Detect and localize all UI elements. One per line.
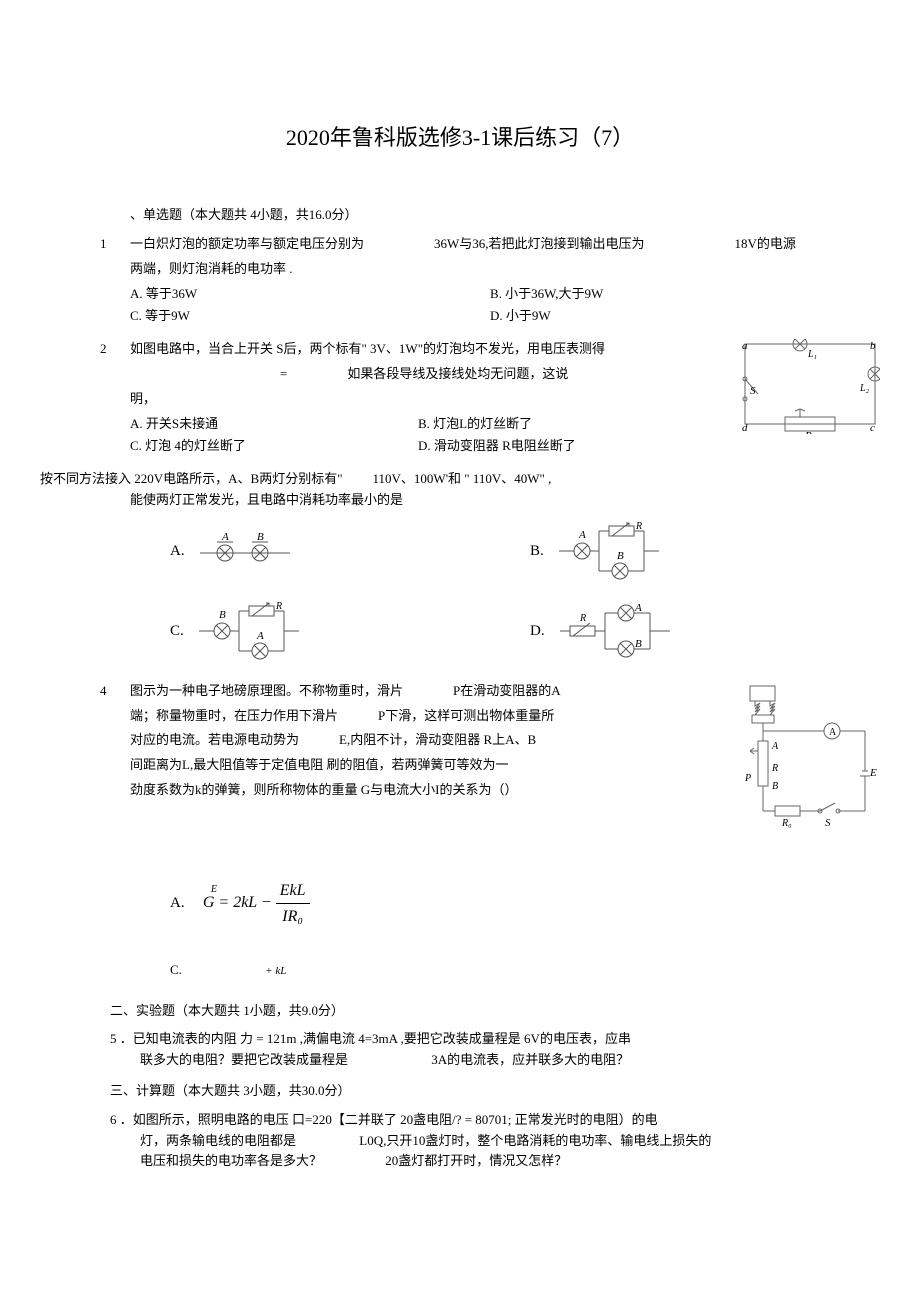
- q3-diagram-d: R A B: [555, 601, 675, 661]
- q4-l1a: 图示为一种电子地磅原理图。不称物重时，滑片: [130, 683, 403, 698]
- q4-opta-label: A.: [170, 895, 185, 911]
- svg-text:B: B: [772, 781, 778, 792]
- q3-line1a: 按不同方法接入 220V电路所示，A、B两灯分别标有": [40, 471, 343, 486]
- svg-text:A: A: [256, 630, 264, 642]
- svg-text:c: c: [870, 422, 875, 434]
- q4-optc-text: + kL: [265, 965, 286, 977]
- q2-option-b: B. 灯泡L的灯丝断了: [418, 414, 706, 435]
- section-3-header: 三、计算题（本大题共 3小题，共30.0分）: [110, 1081, 880, 1102]
- svg-text:A: A: [221, 531, 229, 543]
- q2-option-c: C. 灯泡 4的灯丝断了: [130, 436, 418, 457]
- svg-text:A: A: [634, 602, 642, 614]
- page-title: 2020年鲁科版选修3-1课后练习（7）: [40, 120, 880, 155]
- question-number: 1: [40, 234, 130, 255]
- svg-text:S: S: [825, 817, 831, 829]
- q3-optd-label: D.: [530, 619, 545, 643]
- svg-text:E: E: [869, 767, 877, 779]
- q4-l3b: E,内阻不计，滑动变阻器 R上A、B: [339, 732, 536, 747]
- svg-text:b: b: [870, 340, 876, 352]
- q6-line1: ．如图所示，照明电路的电压 口=220【二并联了 20盏电阻/? = 80701…: [120, 1112, 658, 1127]
- q2-line2: 如果各段导线及接线处均无问题，这说: [347, 366, 568, 381]
- q2-option-d: D. 滑动变阻器 R电阻丝断了: [418, 436, 706, 457]
- q2-line3: 明，: [130, 389, 730, 410]
- q4-l2b: P下滑，这样可测出物体重量所: [378, 708, 554, 723]
- q3-option-a: A. A B: [130, 521, 490, 581]
- svg-text:P: P: [744, 773, 751, 784]
- svg-text:B: B: [617, 550, 624, 562]
- q6-line3b: 20盏灯都打开时，情况又怎样？: [385, 1153, 567, 1168]
- q1-text-p3: 18V的电源: [735, 234, 796, 255]
- question-2: 2 如图电路中，当合上开关 S后，两个标有" 3V、1W"的灯泡均不发光，用电压…: [40, 339, 880, 459]
- svg-text:R: R: [275, 601, 282, 612]
- q6-line2a: 灯，两条输电线的电阻都是: [140, 1133, 296, 1148]
- svg-text:R: R: [579, 613, 586, 624]
- svg-text:A: A: [829, 727, 837, 738]
- question-1: 1 一白炽灯泡的额定功率与额定电压分别为 36W与36,若把此灯泡接到输出电压为…: [40, 234, 880, 329]
- q1-option-a: A. 等于36W: [130, 284, 490, 305]
- q3-diagram-c: B R A: [194, 601, 304, 661]
- svg-text:R: R: [804, 430, 812, 434]
- question-number: 2: [40, 339, 130, 360]
- q5-line2b: 3A的电流表，应并联多大的电阻？: [431, 1052, 629, 1067]
- q4-option-c: C. + kL: [170, 960, 880, 981]
- q4-l4: 间距离为L,最大阻值等于定值电阻 刷的阻值，若两弹簧可等效为一: [130, 755, 730, 776]
- q6-line3a: 电压和损失的电功率各是多大？: [140, 1153, 322, 1168]
- q3-diagram-b: A R B: [554, 521, 664, 581]
- q4-circuit-diagram: A R B P R₀ S E A: [740, 681, 880, 848]
- q1-text-p2: 36W与36,若把此灯泡接到输出电压为: [434, 234, 645, 255]
- q3-option-b: B. A R B: [490, 521, 850, 581]
- q6-line2b: L0Q,只开10盏灯时，整个电路消耗的电功率、输电线上损失的: [359, 1133, 711, 1148]
- q5-line2a: 联多大的电阻？要把它改装成量程是: [140, 1052, 348, 1067]
- svg-text:R: R: [771, 763, 778, 774]
- q3-opta-label: A.: [170, 539, 185, 563]
- svg-text:L₁: L₁: [807, 349, 817, 360]
- q4-optc-label: C.: [170, 962, 182, 977]
- q2-circuit-diagram: a b c d L₁ L₂ S R: [740, 339, 880, 459]
- svg-text:S: S: [750, 385, 756, 397]
- q4-l2a: 端；称量物重时，在压力作用下滑片: [130, 708, 338, 723]
- q1-text-p1: 一白炽灯泡的额定功率与额定电压分别为: [130, 234, 364, 255]
- q3-line2: 能使两灯正常发光，且电路中消耗功率最小的是: [130, 490, 880, 511]
- q4-l3a: 对应的电流。若电源电动势为: [130, 732, 299, 747]
- svg-text:d: d: [742, 422, 748, 434]
- svg-text:L₂: L₂: [859, 383, 870, 394]
- q3-optc-label: C.: [170, 619, 184, 643]
- question-5: 5 ．已知电流表的内阻 力 = 121m ,满偏电流 4=3mA ,要把它改装成…: [110, 1029, 880, 1050]
- q3-option-d: D. R A B: [490, 601, 850, 661]
- q4-option-a: A. G = 2EkL − EkLIR₀: [170, 878, 880, 930]
- svg-text:R: R: [635, 521, 642, 532]
- q4-l5: 劲度系数为k的弹簧，则所称物体的重量 G与电流大小I的关系为（）: [130, 780, 730, 801]
- q1-option-d: D. 小于9W: [490, 306, 850, 327]
- svg-text:A: A: [578, 529, 586, 541]
- q3-line1b: 110V、100W'和 " 110V、40W" ,: [373, 471, 552, 486]
- question-number: 4: [40, 681, 130, 702]
- q2-option-a: A. 开关S未接通: [130, 414, 418, 435]
- q1-option-c: C. 等于9W: [130, 306, 490, 327]
- q4-l1b: P在滑动变阻器的A: [453, 683, 561, 698]
- q1-option-b: B. 小于36W,大于9W: [490, 284, 850, 305]
- svg-text:a: a: [742, 340, 748, 352]
- q2-line2-pre: =: [280, 366, 287, 381]
- question-4: 4 图示为一种电子地磅原理图。不称物重时，滑片 P在滑动变阻器的A 端；称量物重时…: [40, 681, 880, 848]
- svg-text:R₀: R₀: [781, 818, 792, 829]
- q2-line1: 如图电路中，当合上开关 S后，两个标有" 3V、1W"的灯泡均不发光，用电压表测…: [130, 339, 730, 360]
- q3-option-c: C. B R A: [130, 601, 490, 661]
- q5-line1: ．已知电流表的内阻 力 = 121m ,满偏电流 4=3mA ,要把它改装成量程…: [120, 1031, 631, 1046]
- q6-num: 6: [110, 1112, 117, 1127]
- q5-num: 5: [110, 1031, 117, 1046]
- question-6: 6 ．如图所示，照明电路的电压 口=220【二并联了 20盏电阻/? = 807…: [110, 1110, 880, 1131]
- section-1-header: 、单选题（本大题共 4小题，共16.0分）: [130, 205, 880, 226]
- section-2-header: 二、实验题（本大题共 1小题，共9.0分）: [110, 1001, 880, 1022]
- q3-optb-label: B.: [530, 539, 544, 563]
- q3-diagram-a: A B: [195, 528, 295, 573]
- q1-text-line2: 两端，则灯泡消耗的电功率 .: [130, 259, 880, 280]
- question-3: 按不同方法接入 220V电路所示，A、B两灯分别标有" 110V、100W'和 "…: [40, 469, 880, 511]
- svg-text:B: B: [257, 531, 264, 543]
- svg-text:B: B: [635, 638, 642, 650]
- svg-text:B: B: [219, 609, 226, 621]
- svg-text:A: A: [771, 741, 779, 752]
